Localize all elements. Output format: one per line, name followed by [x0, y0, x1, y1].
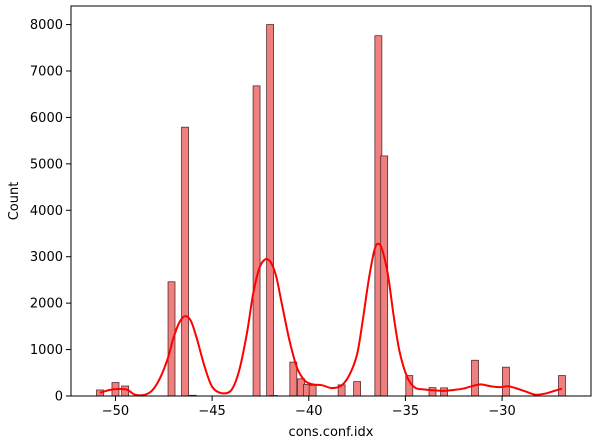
histogram-bar	[181, 126, 189, 397]
y-tick-label: 6000	[30, 111, 63, 126]
x-tick-label: −35	[392, 404, 419, 419]
histogram-bar	[380, 155, 389, 397]
y-tick-label: 3000	[30, 250, 63, 265]
histogram-bar	[353, 381, 361, 397]
x-axis-label: cons.conf.idx	[289, 425, 374, 440]
x-tick-label: −40	[295, 404, 322, 419]
histogram-bar	[440, 387, 448, 397]
x-axis-ticks: −50 −45 −40 −35 −30	[102, 396, 516, 419]
x-tick-label: −45	[198, 404, 225, 419]
y-tick-label: 2000	[30, 297, 63, 312]
histogram-bar	[428, 387, 437, 397]
y-axis-label: Count	[7, 182, 22, 221]
y-tick-label: 7000	[30, 65, 63, 80]
y-tick-label: 8000	[30, 18, 63, 33]
y-tick-label: 4000	[30, 204, 63, 219]
y-tick-label: 0	[55, 390, 63, 405]
histogram-bar	[252, 85, 261, 397]
histogram-bar	[266, 24, 274, 397]
histogram-bar	[502, 366, 510, 397]
plot-frame	[70, 5, 592, 397]
kde-curve	[99, 242, 563, 397]
y-axis-ticks: 0 1000 2000 3000 4000 5000 6000 7000 8000	[30, 18, 71, 405]
histogram-bar	[471, 359, 479, 397]
histogram-bar	[289, 361, 298, 397]
y-tick-label: 5000	[30, 157, 63, 172]
histogram-bar	[558, 375, 566, 397]
y-tick-label: 1000	[30, 343, 63, 358]
x-tick-label: −30	[488, 404, 515, 419]
x-tick-label: −50	[102, 404, 129, 419]
histogram-bar	[308, 384, 317, 397]
histogram-bars	[96, 24, 566, 397]
